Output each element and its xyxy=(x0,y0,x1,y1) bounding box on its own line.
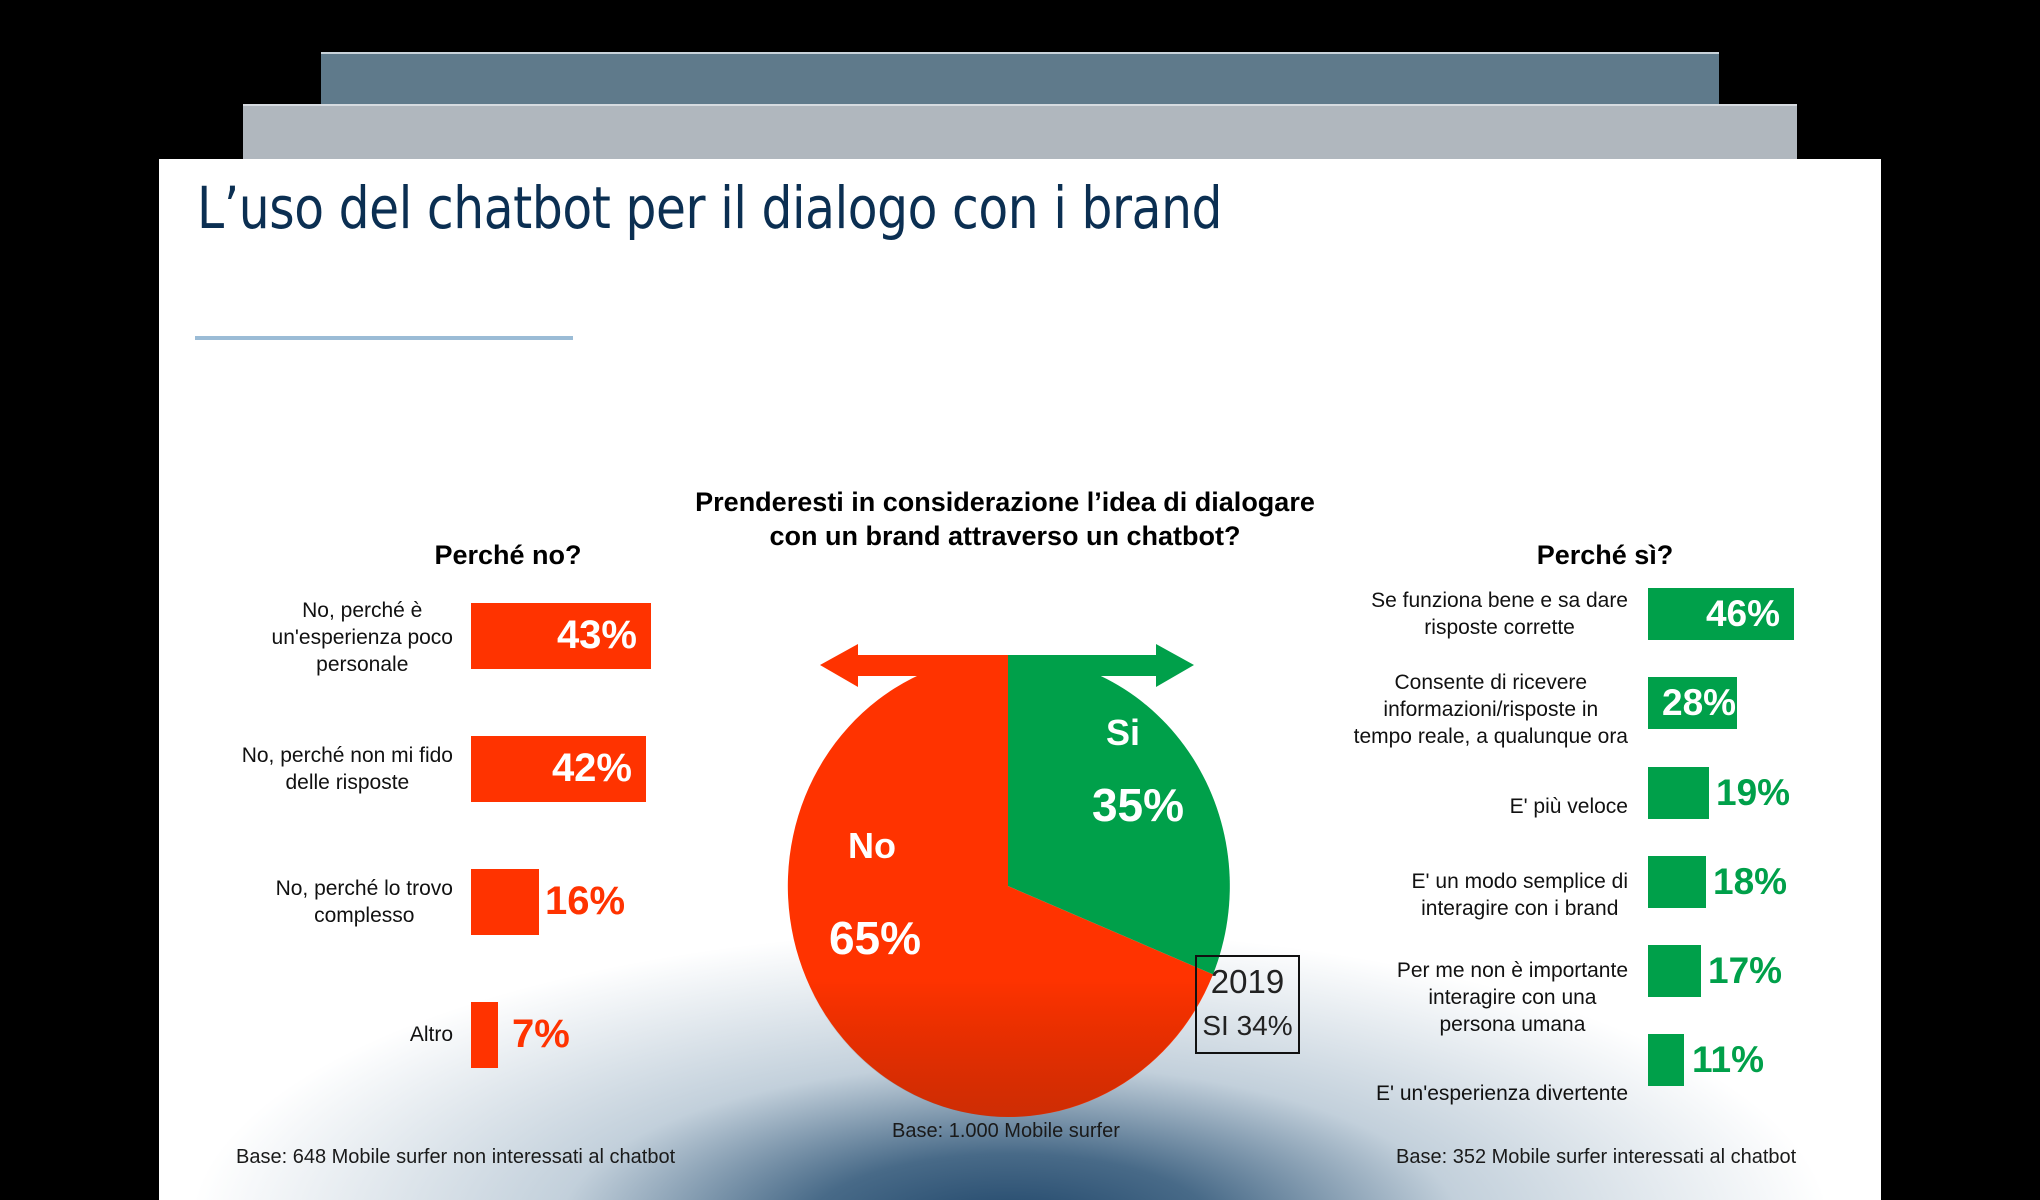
base-note-yes: Base: 352 Mobile surfer interessati al c… xyxy=(1396,1146,1797,1168)
pie-chart xyxy=(787,644,1230,1117)
why-no-heading: Perché no? xyxy=(434,540,582,570)
bar-value: 43% xyxy=(556,613,637,657)
why-yes-label: Per me non è importante interagire con u… xyxy=(1396,959,1628,1036)
why-no-label: No, perché lo trovo complesso xyxy=(275,877,453,927)
arrow-left-icon xyxy=(820,644,1008,687)
pie-value-no: 65% xyxy=(828,912,922,964)
why-no-bar: 42% xyxy=(471,736,646,802)
pie-question-line-1: Prenderesti in considerazione l’idea di … xyxy=(695,487,1315,517)
pie-label-no: No xyxy=(848,825,896,866)
bar-value: 28% xyxy=(1662,682,1737,723)
why-no-label: Altro xyxy=(409,1023,453,1046)
why-no-bar xyxy=(471,869,539,935)
base-note-no: Base: 648 Mobile surfer non interessati … xyxy=(236,1146,676,1168)
bar-value: 18% xyxy=(1713,861,1788,902)
bar-value: 16% xyxy=(545,879,626,923)
why-yes-label: E' più veloce xyxy=(1509,795,1628,818)
comparison-2019-box: 2019 SI 34% xyxy=(1195,955,1300,1054)
pie-label-si: Si xyxy=(1105,712,1140,753)
why-yes-bar: 46% xyxy=(1648,588,1794,640)
header-band-gray xyxy=(243,104,1797,160)
why-yes-bar xyxy=(1648,856,1706,908)
why-yes-label: E' un'esperienza divertente xyxy=(1375,1082,1628,1105)
bar-value: 42% xyxy=(551,746,632,790)
pie-question-line-2: con un brand attraverso un chatbot? xyxy=(769,521,1241,551)
comparison-year: 2019 xyxy=(1210,963,1285,1000)
header-band-dark xyxy=(321,52,1719,104)
why-yes-label: E' un modo semplice di interagire con i … xyxy=(1411,870,1628,920)
bar-value: 19% xyxy=(1716,772,1791,813)
why-yes-bar xyxy=(1648,767,1709,819)
why-no-bar xyxy=(471,1002,498,1068)
why-yes-bar: 28% xyxy=(1648,677,1737,729)
comparison-value: SI 34% xyxy=(1202,1010,1293,1041)
why-yes-heading: Perché sì? xyxy=(1536,540,1674,570)
bar-value: 7% xyxy=(512,1012,570,1056)
bar-value: 11% xyxy=(1692,1039,1765,1080)
pie-value-si: 35% xyxy=(1091,779,1185,831)
arrow-right-icon xyxy=(1008,644,1194,687)
bar-value: 46% xyxy=(1705,593,1780,634)
why-no-label: No, perché non mi fido delle risposte xyxy=(241,744,453,794)
why-no-bar: 43% xyxy=(471,603,651,669)
why-yes-bar xyxy=(1648,1034,1684,1086)
why-no-label: No, perché è un'esperienza poco personal… xyxy=(271,599,453,676)
why-yes-label: Se funziona bene e sa dare risposte corr… xyxy=(1371,589,1628,639)
why-yes-label: Consente di ricevere informazioni/rispos… xyxy=(1353,671,1628,748)
why-yes-bar xyxy=(1648,945,1701,997)
title-underline xyxy=(195,336,573,340)
slide-title: L’uso del chatbot per il dialogo con i b… xyxy=(197,174,1223,242)
bar-value: 17% xyxy=(1708,950,1783,991)
base-note-total: Base: 1.000 Mobile surfer xyxy=(892,1120,1120,1142)
